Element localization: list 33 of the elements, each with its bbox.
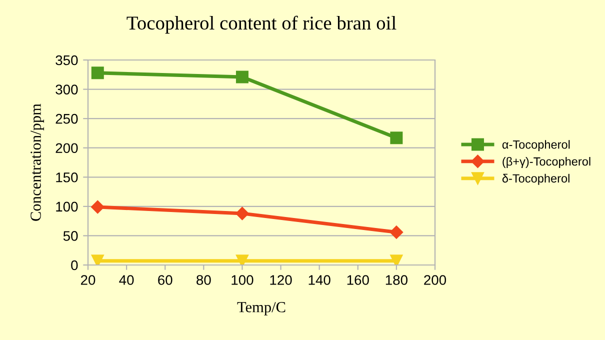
y-tick-label: 200 — [56, 143, 78, 154]
point — [390, 254, 403, 265]
x-tick-label: 180 — [386, 275, 408, 285]
point — [236, 254, 248, 265]
point — [236, 70, 248, 84]
x-tick-label: 160 — [347, 275, 369, 285]
point — [91, 66, 104, 80]
x-tick-label: 120 — [270, 275, 292, 285]
y-tick-label: 350 — [56, 55, 78, 66]
legend-label: δ-Tocopherol — [502, 174, 570, 185]
chart-title: Tocopherol content of rice bran oil — [126, 16, 396, 34]
x-tick-label: 80 — [196, 275, 211, 285]
legend-label: α-Tocopherol — [502, 140, 570, 152]
x-tick-label: 200 — [424, 275, 446, 285]
y-tick-label: 150 — [56, 172, 78, 182]
legend-label: (β+γ)-Tocopherol — [502, 156, 590, 168]
y-tick-label: 50 — [63, 231, 78, 241]
point — [390, 132, 403, 144]
point — [91, 200, 104, 214]
y-tick-label: 300 — [56, 84, 78, 94]
y-tick-label: 250 — [56, 114, 78, 124]
x-tick-label: 60 — [158, 275, 172, 285]
point — [91, 254, 104, 265]
y-tick-label: 0 — [71, 260, 78, 270]
x-tick-label: 20 — [80, 275, 96, 285]
x-tick-label: 40 — [119, 275, 134, 285]
x-tick-label: 140 — [308, 275, 330, 285]
y-axis-title: Concentration/ppm — [30, 104, 44, 221]
y-tick-label: 100 — [56, 202, 78, 212]
x-tick-label: 100 — [232, 275, 254, 285]
x-axis-title: Temp/C — [237, 302, 286, 316]
point — [390, 226, 404, 239]
point — [236, 206, 249, 220]
